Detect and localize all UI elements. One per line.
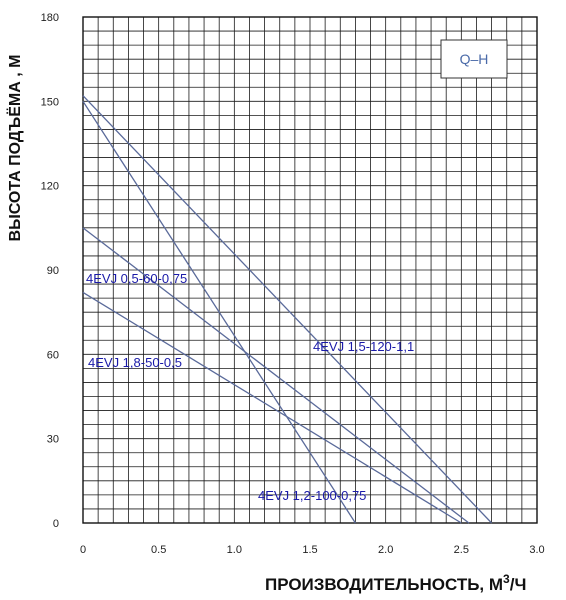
y-tick-label: 180 xyxy=(41,12,59,24)
x-tick-label: 0 xyxy=(80,544,86,556)
y-tick-label: 30 xyxy=(47,434,59,446)
x-tick-label: 0.5 xyxy=(151,544,166,556)
legend-box xyxy=(440,39,508,79)
tick-labels: 0 0.5 1.0 1.5 2.0 2.5 3.0 0 30 60 90 120 150 180 xyxy=(41,12,545,556)
y-tick-label: 90 xyxy=(47,265,59,277)
x-axis-title-sup: 3 xyxy=(503,572,510,586)
curve-label-4: 4EVJ 1,2-100-0,75 xyxy=(258,488,366,503)
y-tick-label: 120 xyxy=(41,181,59,193)
series-line-1 xyxy=(82,100,356,524)
x-tick-label: 1.5 xyxy=(302,544,317,556)
plot-frame xyxy=(82,16,538,524)
x-axis-title: ПРОИЗВОДИТЕЛЬНОСТЬ, М3/Ч xyxy=(265,572,526,594)
curve-label-1: 4EVJ 0,5-60-0,75 xyxy=(86,271,187,286)
x-tick-label: 3.0 xyxy=(529,544,544,556)
legend-label: Q–H xyxy=(460,51,489,67)
y-tick-label: 60 xyxy=(47,349,59,361)
y-tick-label: 150 xyxy=(41,96,59,108)
curve-label-2: 4EVJ 1,5-120-1,1 xyxy=(313,339,414,354)
axes xyxy=(82,16,538,524)
series-line-2 xyxy=(82,95,493,524)
curve-label-3: 4EVJ 1,8-50-0,5 xyxy=(88,355,182,370)
series-line-4 xyxy=(82,227,470,524)
x-tick-label: 1.0 xyxy=(227,544,242,556)
x-tick-label: 2.0 xyxy=(378,544,393,556)
grid xyxy=(82,16,538,524)
series-lines xyxy=(82,95,493,524)
x-axis-title-main: ПРОИЗВОДИТЕЛЬНОСТЬ, М xyxy=(265,575,503,594)
x-axis-title-tail: /Ч xyxy=(510,575,527,594)
y-axis-title: ВЫСОТА ПОДЪЁМА , М xyxy=(6,55,24,242)
series-line-3 xyxy=(82,291,462,524)
y-tick-label: 0 xyxy=(53,518,59,530)
x-tick-label: 2.5 xyxy=(454,544,469,556)
